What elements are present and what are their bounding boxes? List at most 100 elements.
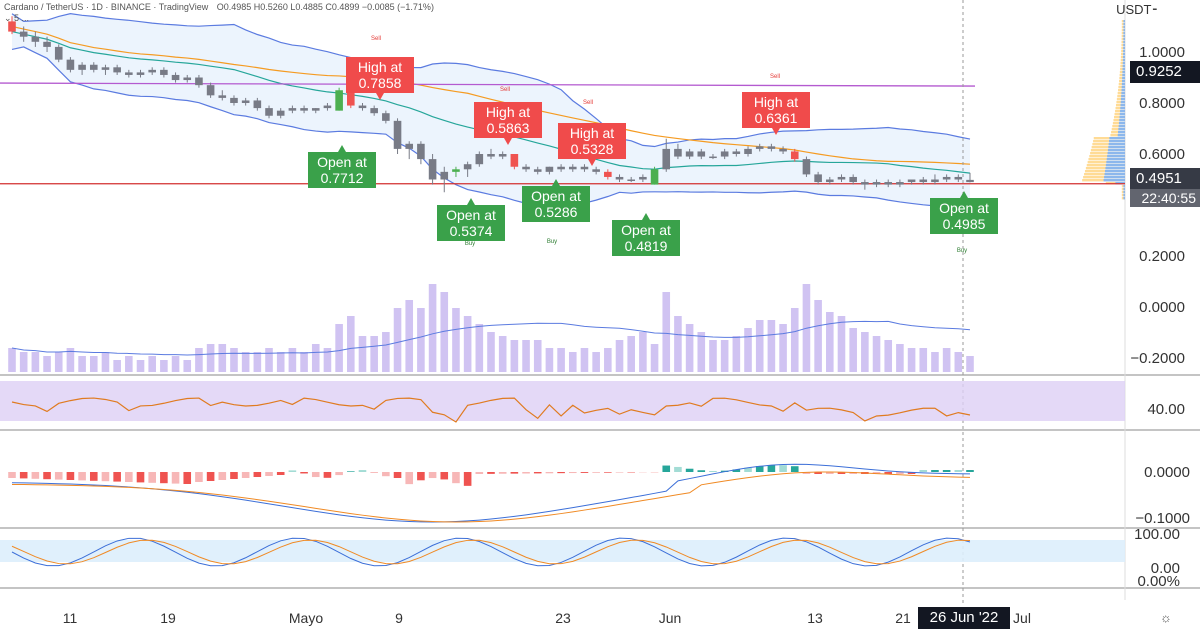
- candle-body: [919, 179, 928, 183]
- open-at-label: Open at0.5374: [437, 198, 505, 241]
- signal-text: 0.6361: [755, 110, 798, 126]
- volume-bar: [545, 348, 554, 372]
- bollinger-upper-line: [11, 13, 971, 148]
- time-axis-label: Mayo: [289, 610, 323, 626]
- macd-histogram-bar: [779, 465, 787, 472]
- time-axis-label: Jun: [659, 610, 682, 626]
- candle-body: [639, 176, 647, 180]
- candle-body: [709, 156, 717, 159]
- candle-body: [428, 159, 437, 180]
- signal-box: [522, 186, 590, 222]
- settings-gear-icon[interactable]: ☼: [1160, 610, 1172, 625]
- volume-profile-bar: [1123, 32, 1125, 35]
- macd-histogram-bar: [8, 472, 16, 478]
- volume-profile-bar: [1122, 71, 1125, 74]
- macd-histogram-bar: [545, 472, 554, 474]
- macd-histogram-bar: [697, 470, 706, 472]
- candle-body: [370, 108, 378, 114]
- volume-bar: [347, 316, 355, 372]
- volume-profile-bar: [1107, 152, 1125, 155]
- volume-profile-bar: [1123, 194, 1125, 197]
- volume-profile-bar: [1123, 44, 1125, 47]
- macd-histogram-bar: [66, 472, 75, 480]
- candle-body: [347, 90, 355, 106]
- candle-body: [931, 179, 939, 183]
- indicator-toggle[interactable]: ⌄ 5 ...: [4, 13, 30, 23]
- volume-profile-bar: [1108, 146, 1125, 149]
- candle-body: [218, 95, 227, 98]
- volume-profile-bar: [1123, 50, 1125, 53]
- macd-histogram-bar: [487, 472, 495, 474]
- volume-bar: [861, 332, 869, 372]
- volume-profile-bar: [1109, 140, 1125, 143]
- volume-bar: [370, 336, 378, 372]
- volume-bar: [685, 324, 694, 372]
- volume-profile-bar: [1123, 191, 1125, 194]
- volume-profile-bar: [1119, 116, 1125, 119]
- volume-profile-bar: [1122, 65, 1125, 68]
- macd-histogram-bar: [19, 472, 28, 479]
- candle-body: [148, 69, 156, 73]
- macd-histogram-bar: [826, 472, 834, 474]
- time-axis-label: 9: [395, 610, 403, 626]
- macd-histogram-bar: [802, 472, 811, 474]
- volume-bar: [160, 360, 168, 372]
- volume-profile-bar: [1122, 80, 1125, 83]
- volume-profile-bar: [1123, 188, 1125, 191]
- volume-bar: [206, 344, 215, 372]
- open-at-label: Open at0.5286: [522, 179, 590, 222]
- volume-bar: [709, 340, 717, 372]
- candle-body: [954, 176, 963, 180]
- candle-body: [720, 151, 729, 157]
- volume-profile-bar: [1120, 101, 1125, 104]
- macd-histogram-bar: [113, 472, 121, 482]
- volume-bar: [755, 320, 764, 372]
- macd-histogram-bar: [276, 472, 285, 475]
- macd-histogram-bar: [557, 472, 565, 474]
- macd-histogram-bar: [89, 472, 98, 481]
- strategy-buy-marker: Buy: [547, 239, 557, 245]
- time-axis-label: 11: [63, 610, 78, 626]
- candle-body: [253, 100, 262, 109]
- volume-bar: [253, 352, 262, 372]
- candle-body: [335, 90, 343, 111]
- volume-profile-bar: [1123, 35, 1125, 38]
- macd-histogram-bar: [907, 472, 916, 474]
- macd-histogram-bar: [230, 472, 238, 479]
- macd-histogram-bar: [498, 472, 507, 474]
- price-axis-tick: 0.2000: [1139, 248, 1185, 265]
- macd-histogram-bar: [884, 472, 893, 474]
- volume-profile-bar: [1109, 137, 1125, 140]
- price-unit-label[interactable]: USDT⁃: [1116, 2, 1158, 17]
- macd-histogram-bar: [837, 472, 846, 474]
- volume-bar: [627, 336, 635, 372]
- volume-bar: [510, 340, 519, 372]
- crosshair-date-tag: 26 Jun '22: [918, 607, 1010, 629]
- volume-profile-bar: [1123, 41, 1125, 44]
- volume-bar: [452, 308, 460, 372]
- candle-body: [849, 176, 857, 183]
- macd-histogram-bar: [171, 472, 180, 484]
- volume-bar: [323, 348, 332, 372]
- symbol-header: Cardano / TetherUS · 1D · BINANCE · Trad…: [4, 2, 440, 23]
- candle-body: [802, 159, 811, 175]
- volume-bar: [487, 332, 495, 372]
- candle-body: [171, 74, 180, 81]
- volume-profile-bar: [1123, 38, 1125, 41]
- volume-profile-bar: [1093, 140, 1125, 143]
- strategy-buy-marker: Buy: [957, 248, 967, 254]
- strategy-buy-marker: Buy: [465, 241, 475, 247]
- volume-profile-bar: [1122, 56, 1125, 59]
- symbol-title: Cardano / TetherUS · 1D · BINANCE · Trad…: [4, 2, 209, 12]
- volume-profile-bar: [1119, 113, 1125, 116]
- volume-profile-bar: [1083, 176, 1125, 179]
- candle-body: [31, 36, 40, 42]
- signal-text: 0.4819: [625, 238, 668, 254]
- macd-histogram-bar: [685, 468, 694, 472]
- macd-histogram-bar: [405, 472, 414, 485]
- candle-body: [452, 169, 460, 172]
- volume-profile-bar: [1122, 68, 1125, 71]
- macd-histogram-bar: [604, 472, 612, 473]
